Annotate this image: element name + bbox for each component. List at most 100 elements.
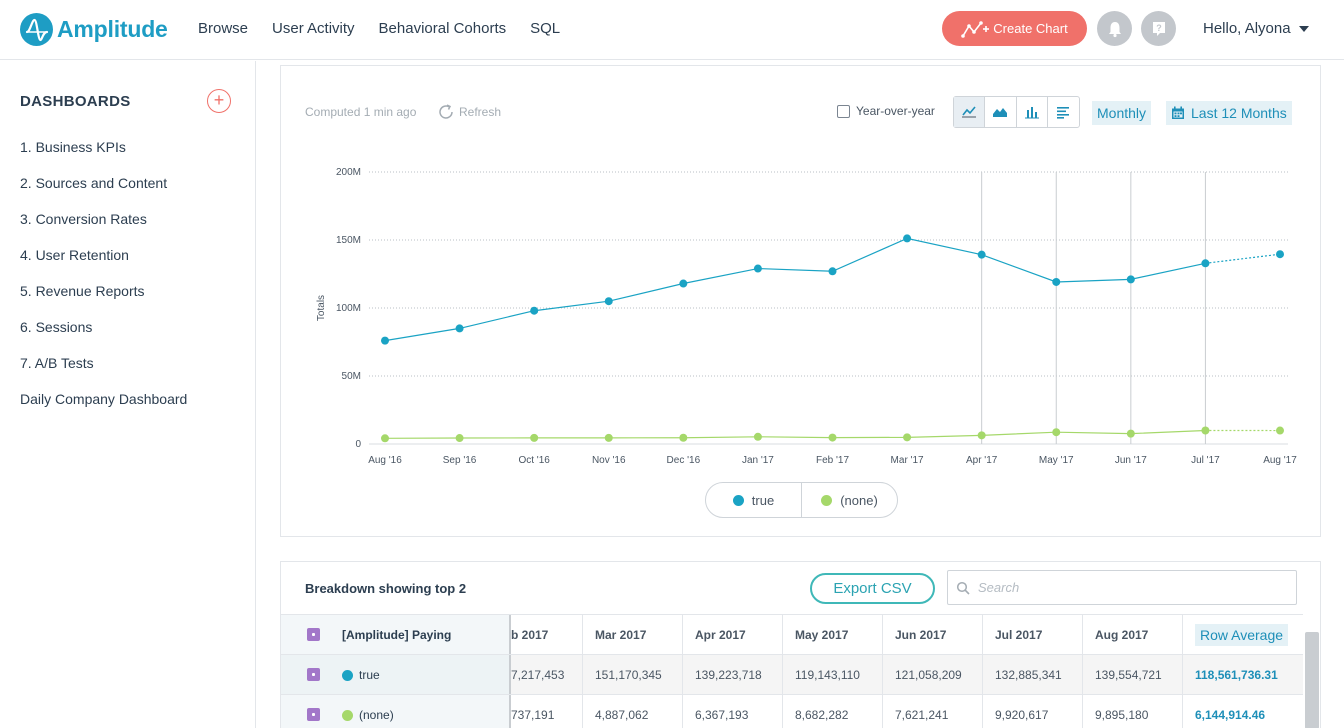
chart-legend: true (none)	[705, 482, 898, 518]
refresh-button[interactable]: Refresh	[438, 104, 501, 120]
table-view-button[interactable]	[1048, 97, 1079, 127]
data-point[interactable]	[381, 336, 389, 345]
sidebar-item-conversion-rates[interactable]: 3. Conversion Rates	[20, 211, 147, 227]
totals-line-chart: 0 50M 100M 150M 200M Aug '16 Sep '16 Oct '16 Nov…	[316, 167, 1297, 466]
sidebar-item-revenue-reports[interactable]: 5. Revenue Reports	[20, 283, 145, 299]
data-point[interactable]	[828, 267, 837, 276]
breakdown-title: Breakdown showing top 2	[305, 581, 467, 596]
data-point[interactable]	[903, 234, 912, 243]
data-point[interactable]	[753, 264, 762, 273]
data-point[interactable]	[1276, 250, 1284, 259]
line-chart-button[interactable]	[954, 97, 986, 127]
year-over-year-checkbox[interactable]	[837, 104, 850, 118]
legend-item-none[interactable]: (none)	[802, 483, 897, 517]
x-tick-label: May '17	[1039, 455, 1074, 466]
sidebar-item-daily-company-dashboard[interactable]: Daily Company Dashboard	[20, 391, 188, 407]
col-header-apr[interactable]: Apr 2017	[682, 615, 782, 655]
data-point[interactable]	[1201, 259, 1210, 268]
x-tick-label: Dec '16	[667, 455, 701, 466]
segment-header[interactable]: [Amplitude] Paying	[342, 628, 452, 642]
sidebar-item-user-retention[interactable]: 4. User Retention	[20, 247, 129, 263]
data-point[interactable]	[679, 279, 688, 288]
nav-user-activity[interactable]: User Activity	[272, 20, 355, 37]
table-scrollbar[interactable]	[1305, 632, 1319, 728]
data-point[interactable]	[753, 432, 762, 441]
data-point[interactable]	[455, 324, 464, 333]
x-tick-label: Mar '17	[891, 455, 924, 466]
x-tick-label: Oct '16	[518, 455, 550, 466]
col-header-jul[interactable]: Jul 2017	[982, 615, 1082, 655]
col-header-mar[interactable]: Mar 2017	[582, 615, 682, 655]
data-point[interactable]	[828, 433, 837, 442]
create-chart-button[interactable]: Create Chart	[942, 11, 1087, 46]
col-header-jun[interactable]: Jun 2017	[882, 615, 982, 655]
row-checkbox-true[interactable]	[307, 668, 320, 681]
amplitude-logo[interactable]: Amplitude	[20, 13, 168, 46]
interval-selector[interactable]: Monthly	[1092, 101, 1152, 125]
data-point[interactable]	[530, 306, 539, 315]
x-tick-label: Sep '16	[443, 455, 477, 466]
year-over-year-toggle[interactable]: Year-over-year	[837, 104, 935, 118]
data-point[interactable]	[1201, 426, 1210, 435]
data-point[interactable]	[679, 433, 688, 442]
x-tick-label: Jan '17	[742, 455, 774, 466]
user-menu[interactable]: Hello, Alyona	[1203, 20, 1309, 37]
col-header-aug[interactable]: Aug 2017	[1082, 615, 1182, 655]
data-point[interactable]	[381, 434, 389, 443]
area-chart-button[interactable]	[985, 97, 1017, 127]
y-tick-label: 200M	[336, 167, 361, 178]
sidebar-item-sources-and-content[interactable]: 2. Sources and Content	[20, 175, 168, 191]
date-range-label: Last 12 Months	[1191, 105, 1287, 121]
series-dot-none	[342, 709, 353, 721]
computed-status: Computed 1 min ago	[305, 105, 417, 119]
search-input[interactable]	[978, 580, 1278, 595]
nav-browse[interactable]: Browse	[198, 20, 249, 37]
y-tick-label: 100M	[336, 303, 361, 314]
data-point[interactable]	[903, 433, 912, 442]
cell-true-mar: 151,170,345	[582, 655, 682, 695]
nav-behavioral-cohorts[interactable]: Behavioral Cohorts	[378, 20, 507, 37]
col-header-may[interactable]: May 2017	[782, 615, 882, 655]
cell-none-aug: 9,895,180	[1082, 695, 1182, 728]
bar-chart-button[interactable]	[1017, 97, 1048, 127]
data-point[interactable]	[1126, 275, 1135, 284]
data-point[interactable]	[1276, 426, 1284, 435]
notifications-button[interactable]	[1097, 11, 1132, 46]
data-point[interactable]	[604, 297, 613, 306]
data-point[interactable]	[1052, 277, 1061, 286]
select-all-checkbox[interactable]	[307, 628, 320, 641]
cell-true-feb: 7,217,453	[509, 655, 582, 695]
table-view-icon	[1057, 107, 1070, 119]
top-bar: Amplitude Browse User Activity Behaviora…	[0, 0, 1344, 60]
add-dashboard-icon[interactable]: +	[207, 89, 231, 113]
row-checkbox-none[interactable]	[307, 708, 320, 721]
cell-none-jun: 7,621,241	[882, 695, 982, 728]
data-point[interactable]	[977, 431, 986, 440]
y-axis-label: Totals	[316, 295, 327, 321]
breakdown-panel: Breakdown showing top 2 Export CSV [Ampl…	[280, 561, 1321, 728]
col-header-row-average[interactable]: Row Average	[1182, 615, 1303, 655]
nav-sql[interactable]: SQL	[530, 20, 561, 37]
help-button[interactable]: ?	[1141, 11, 1176, 46]
cell-true-may: 119,143,110	[782, 655, 882, 695]
data-point[interactable]	[1052, 428, 1061, 437]
cell-true-jun: 121,058,209	[882, 655, 982, 695]
data-point[interactable]	[604, 433, 613, 442]
y-tick-label: 50M	[342, 371, 361, 382]
breakdown-search	[947, 570, 1297, 605]
data-point[interactable]	[977, 250, 986, 259]
export-csv-button[interactable]: Export CSV	[810, 573, 935, 604]
table-header-row: [Amplitude] Paying b 2017 Mar 2017 Apr 2…	[281, 614, 1303, 655]
data-point[interactable]	[1126, 429, 1135, 438]
data-point[interactable]	[530, 433, 539, 442]
sidebar-item-business-kpis[interactable]: 1. Business KPIs	[20, 139, 126, 155]
cell-none-mar: 4,887,062	[582, 695, 682, 728]
data-point[interactable]	[455, 434, 464, 443]
sidebar-item-ab-tests[interactable]: 7. A/B Tests	[20, 355, 94, 371]
col-header-feb[interactable]: b 2017	[509, 615, 582, 655]
legend-item-true[interactable]: true	[706, 483, 802, 517]
date-range-selector[interactable]: Last 12 Months	[1166, 101, 1292, 125]
table-row: (none) 737,191 4,887,062 6,367,193 8,682…	[281, 694, 1303, 728]
x-tick-label: Aug '16	[368, 455, 402, 466]
sidebar-item-sessions[interactable]: 6. Sessions	[20, 319, 93, 335]
